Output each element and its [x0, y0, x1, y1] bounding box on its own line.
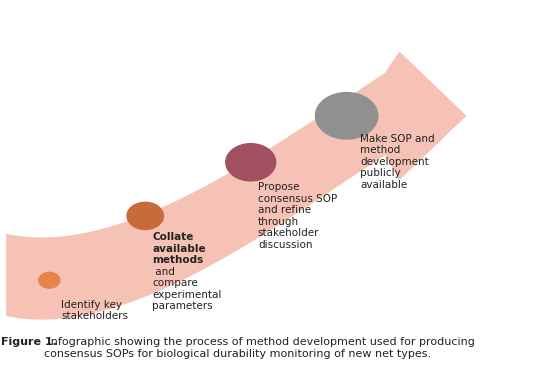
Text: Identify key
stakeholders: Identify key stakeholders — [62, 300, 128, 322]
Text: and
compare
experimental
parameters: and compare experimental parameters — [152, 267, 222, 311]
Text: Collate
available
methods: Collate available methods — [152, 232, 206, 265]
Circle shape — [316, 93, 378, 139]
Circle shape — [226, 144, 276, 181]
Circle shape — [127, 202, 164, 230]
Circle shape — [39, 272, 60, 288]
Text: Figure 1.: Figure 1. — [2, 337, 57, 347]
Text: Infographic showing the process of method development used for producing consens: Infographic showing the process of metho… — [43, 337, 475, 359]
Text: Propose
consensus SOP
and refine
through
stakeholder
discussion: Propose consensus SOP and refine through… — [258, 182, 337, 250]
PathPatch shape — [6, 51, 467, 320]
Text: Make SOP and
method
development
publicly
available: Make SOP and method development publicly… — [360, 134, 434, 190]
